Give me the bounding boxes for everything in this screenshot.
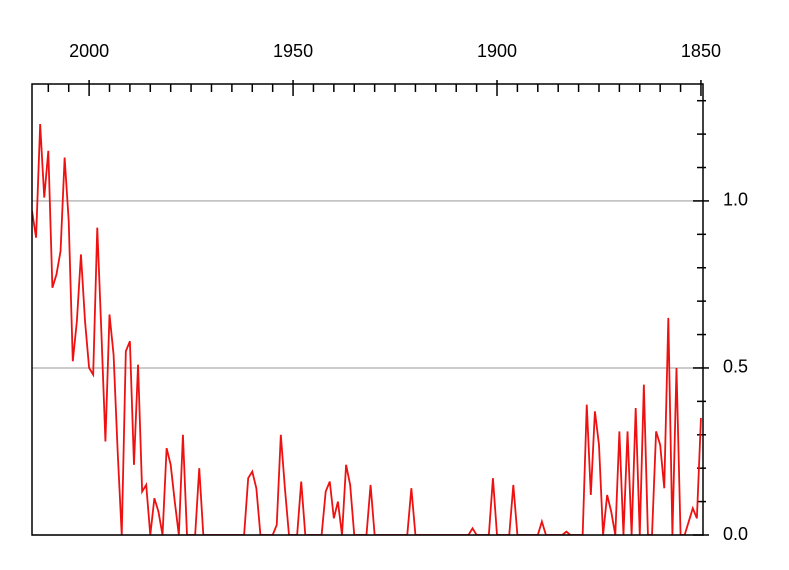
x-tick-label: 1850 — [681, 41, 721, 61]
y-tick-label: 0.5 — [723, 357, 748, 377]
y-tick-label: 1.0 — [723, 190, 748, 210]
x-tick-label: 1900 — [477, 41, 517, 61]
x-tick-label: 2000 — [69, 41, 109, 61]
y-tick-label: 0.0 — [723, 524, 748, 544]
plot-frame — [31, 83, 704, 536]
x-tick-label: 1950 — [273, 41, 313, 61]
data-line — [32, 124, 702, 535]
